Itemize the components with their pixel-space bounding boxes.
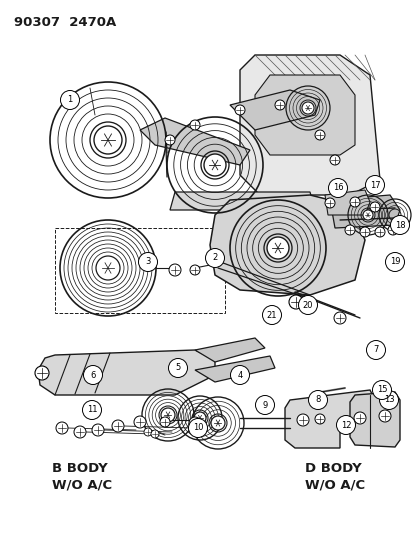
Circle shape	[144, 428, 152, 436]
Polygon shape	[284, 390, 374, 448]
Circle shape	[205, 248, 224, 268]
Text: 19: 19	[389, 257, 399, 266]
Polygon shape	[38, 350, 214, 395]
Text: 12: 12	[340, 421, 350, 430]
Circle shape	[138, 253, 157, 271]
Circle shape	[169, 264, 180, 276]
Circle shape	[266, 237, 288, 259]
Text: 2: 2	[212, 254, 217, 262]
Text: 17: 17	[369, 181, 380, 190]
Circle shape	[333, 312, 345, 324]
Circle shape	[134, 416, 146, 428]
Circle shape	[353, 412, 365, 424]
Circle shape	[314, 414, 324, 424]
Circle shape	[82, 400, 101, 419]
Polygon shape	[240, 55, 379, 195]
Polygon shape	[254, 75, 354, 155]
Circle shape	[378, 410, 390, 422]
Polygon shape	[140, 118, 249, 165]
Circle shape	[35, 366, 49, 380]
Circle shape	[288, 295, 302, 309]
Polygon shape	[324, 190, 369, 215]
Circle shape	[369, 202, 379, 212]
Circle shape	[190, 120, 199, 130]
Text: B BODY
W/O A/C: B BODY W/O A/C	[52, 462, 112, 492]
Text: 6: 6	[90, 370, 95, 379]
Circle shape	[151, 430, 159, 438]
Polygon shape	[349, 392, 399, 447]
Circle shape	[296, 414, 308, 426]
Circle shape	[359, 227, 369, 237]
Circle shape	[83, 366, 102, 384]
Circle shape	[56, 422, 68, 434]
Circle shape	[344, 225, 354, 235]
Circle shape	[255, 395, 274, 415]
Circle shape	[274, 100, 284, 110]
Polygon shape	[329, 195, 399, 228]
Text: 1: 1	[67, 95, 72, 104]
Circle shape	[189, 417, 201, 429]
Polygon shape	[170, 192, 314, 210]
Circle shape	[168, 359, 187, 377]
Circle shape	[365, 175, 384, 195]
Circle shape	[94, 126, 122, 154]
Circle shape	[301, 102, 313, 114]
Circle shape	[74, 426, 86, 438]
Text: 7: 7	[373, 345, 378, 354]
Text: 5: 5	[175, 364, 180, 373]
Circle shape	[92, 424, 104, 436]
Circle shape	[96, 256, 120, 280]
Text: 21: 21	[266, 311, 277, 319]
Circle shape	[387, 225, 397, 235]
Circle shape	[379, 391, 398, 409]
Polygon shape	[230, 90, 319, 130]
Text: 15: 15	[376, 385, 386, 394]
Polygon shape	[209, 195, 364, 295]
Text: 13: 13	[383, 395, 393, 405]
Circle shape	[298, 295, 317, 314]
Circle shape	[372, 381, 391, 400]
Circle shape	[362, 210, 372, 220]
Text: 8: 8	[315, 395, 320, 405]
Circle shape	[349, 197, 359, 207]
Text: 90307  2470A: 90307 2470A	[14, 16, 116, 29]
Text: 20: 20	[302, 301, 313, 310]
Circle shape	[324, 198, 334, 208]
Circle shape	[204, 154, 225, 176]
Text: 4: 4	[237, 370, 242, 379]
Text: 10: 10	[192, 424, 203, 432]
Polygon shape	[195, 356, 274, 382]
Text: 9: 9	[262, 400, 267, 409]
Circle shape	[60, 91, 79, 109]
Text: 3: 3	[145, 257, 150, 266]
Circle shape	[235, 105, 244, 115]
Circle shape	[165, 135, 175, 145]
Circle shape	[374, 227, 384, 237]
Circle shape	[112, 420, 124, 432]
Circle shape	[389, 215, 408, 235]
Text: D BODY
W/O A/C: D BODY W/O A/C	[304, 462, 364, 492]
Circle shape	[314, 130, 324, 140]
Polygon shape	[195, 338, 264, 362]
Circle shape	[161, 408, 175, 422]
Bar	[55, 228, 224, 313]
Circle shape	[230, 366, 249, 384]
Circle shape	[262, 305, 281, 325]
Circle shape	[308, 391, 327, 409]
Circle shape	[190, 265, 199, 275]
Text: 16: 16	[332, 183, 342, 192]
Circle shape	[328, 179, 347, 198]
Text: 11: 11	[87, 406, 97, 415]
Circle shape	[188, 418, 207, 438]
Circle shape	[329, 155, 339, 165]
Text: 18: 18	[394, 221, 404, 230]
Circle shape	[211, 416, 224, 430]
Circle shape	[385, 253, 404, 271]
Circle shape	[336, 416, 355, 434]
Circle shape	[159, 417, 170, 427]
Circle shape	[194, 412, 206, 424]
Circle shape	[366, 341, 385, 359]
